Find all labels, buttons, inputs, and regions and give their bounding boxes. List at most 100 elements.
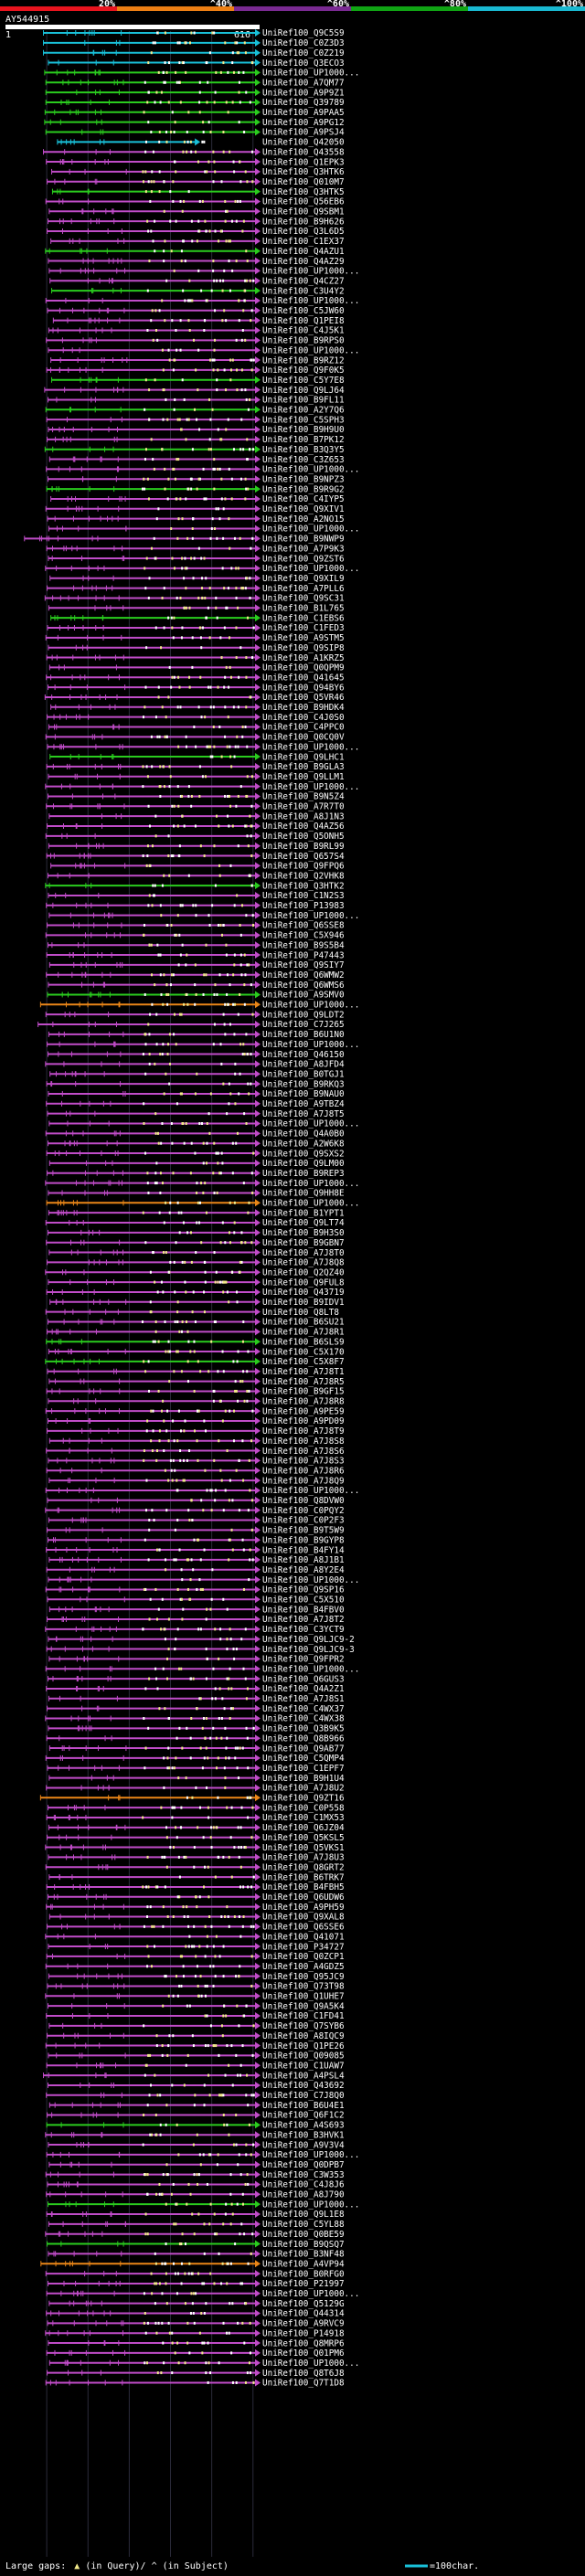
hit-label[interactable]: UniRef100_C3U4Y2 [262, 286, 345, 296]
hit-label[interactable]: UniRef100_A7J8S3 [262, 1457, 345, 1467]
hit-row[interactable]: UniRef100_A7J8R1 [47, 1328, 345, 1338]
hit-label[interactable]: UniRef100_P13983 [262, 901, 345, 911]
hit-row[interactable]: UniRef100_P14918 [45, 2328, 345, 2338]
hit-label[interactable]: UniRef100_B9RPS0 [262, 336, 345, 346]
hit-label[interactable]: UniRef100_Q9F0K5 [262, 366, 345, 376]
hit-row[interactable]: UniRef100_B7PK12 [47, 435, 345, 445]
hit-label[interactable]: UniRef100_B9H626 [262, 217, 345, 227]
hit-label[interactable]: UniRef100_A1KRZ5 [262, 653, 345, 663]
hit-row[interactable]: UniRef100_B9H626 [47, 217, 345, 227]
hit-label[interactable]: UniRef100_Q41071 [262, 1932, 345, 1942]
hit-label[interactable]: UniRef100_A2Y7Q6 [262, 406, 345, 416]
hit-row[interactable]: UniRef100_UP1000... [39, 1001, 359, 1011]
hit-label[interactable]: UniRef100_Q9FUL8 [262, 1277, 345, 1288]
hit-label[interactable]: UniRef100_Q9LJC9-3 [262, 1645, 355, 1655]
hit-row[interactable]: UniRef100_A8J790 [46, 2190, 345, 2200]
hit-label[interactable]: UniRef100_UP1000... [262, 69, 359, 79]
hit-label[interactable]: UniRef100_A9PD09 [262, 1416, 345, 1426]
hit-row[interactable]: UniRef100_Q1PE26 [45, 2041, 345, 2051]
hit-row[interactable]: UniRef100_Q6SSE6 [47, 1923, 345, 1933]
hit-row[interactable]: UniRef100_C3Z653 [48, 455, 345, 465]
hit-row[interactable]: UniRef100_B9H3S0 [47, 1228, 345, 1238]
hit-row[interactable]: UniRef100_Q9A5K4 [47, 2001, 345, 2011]
hit-label[interactable]: UniRef100_Q0BE59 [262, 2230, 345, 2240]
hit-row[interactable]: UniRef100_Q6WMW2 [46, 970, 345, 981]
hit-label[interactable]: UniRef100_Q2QZ40 [262, 1267, 345, 1277]
hit-row[interactable]: UniRef100_Q3HTK5 [51, 187, 345, 197]
hit-label[interactable]: UniRef100_B4FBV0 [262, 1605, 345, 1615]
hit-row[interactable]: UniRef100_A4GDZ5 [45, 1962, 345, 1972]
hit-label[interactable]: UniRef100_C1FD41 [262, 2011, 345, 2021]
hit-row[interactable]: UniRef100_C4J5K1 [48, 326, 345, 336]
hit-label[interactable]: UniRef100_C0Z3D3 [262, 38, 345, 48]
hit-label[interactable]: UniRef100_C5X946 [262, 931, 345, 941]
hit-label[interactable]: UniRef100_Q9L1E8 [262, 2210, 345, 2220]
hit-label[interactable]: UniRef100_C5YL88 [262, 2220, 345, 2230]
hit-label[interactable]: UniRef100_Q9SC31 [262, 594, 345, 604]
hit-label[interactable]: UniRef100_C4WX38 [262, 1714, 345, 1724]
hit-row[interactable]: UniRef100_B9RZ12 [50, 355, 345, 366]
hit-label[interactable]: UniRef100_A9PSJ4 [262, 128, 345, 138]
hit-row[interactable]: UniRef100_UP1000... [45, 564, 360, 574]
hit-row[interactable]: UniRef100_C7J8Q0 [46, 2091, 345, 2101]
hit-label[interactable]: UniRef100_UP1000... [262, 1001, 359, 1011]
hit-row[interactable]: UniRef100_Q9LDT2 [45, 1010, 345, 1020]
hit-row[interactable]: UniRef100_Q5VR46 [44, 693, 345, 703]
hit-row[interactable]: UniRef100_Q6SSE8 [47, 921, 345, 931]
hit-label[interactable]: UniRef100_A7J8S1 [262, 1694, 345, 1704]
hit-row[interactable]: UniRef100_A9TBZ4 [46, 1099, 345, 1109]
hit-label[interactable]: UniRef100_Q010M7 [262, 177, 345, 187]
hit-row[interactable]: UniRef100_B4FBH5 [46, 1882, 345, 1892]
hit-label[interactable]: UniRef100_B9NAU0 [262, 1089, 345, 1099]
hit-row[interactable]: UniRef100_Q5KSL5 [47, 1833, 345, 1843]
hit-row[interactable]: UniRef100_Q6GUS3 [47, 1674, 345, 1684]
hit-label[interactable]: UniRef100_Q39789 [262, 98, 345, 108]
hit-row[interactable]: UniRef100_A9PH59 [46, 1903, 345, 1913]
hit-label[interactable]: UniRef100_UP1000... [262, 465, 359, 475]
hit-row[interactable]: UniRef100_C0Z3D3 [43, 38, 345, 48]
hit-row[interactable]: UniRef100_B9HDK4 [50, 703, 345, 713]
hit-row[interactable]: UniRef100_P13983 [46, 901, 345, 911]
hit-label[interactable]: UniRef100_Q6F1C2 [262, 2111, 345, 2121]
hit-row[interactable]: UniRef100_B0RFG0 [45, 2269, 345, 2279]
hit-row[interactable]: UniRef100_B3Q3Y5 [44, 445, 345, 455]
hit-row[interactable]: UniRef100_B6SU21 [47, 1318, 345, 1328]
hit-row[interactable]: UniRef100_A7R7T0 [46, 802, 345, 812]
hit-row[interactable]: UniRef100_Q2VHK8 [47, 871, 345, 881]
hit-label[interactable]: UniRef100_Q46150 [262, 1050, 345, 1060]
hit-label[interactable]: UniRef100_B9NWP9 [262, 535, 345, 545]
hit-label[interactable]: UniRef100_UP1000... [262, 2289, 359, 2299]
hit-row[interactable]: UniRef100_B1L765 [48, 604, 345, 614]
hit-label[interactable]: UniRef100_B3Q3Y5 [262, 445, 345, 455]
hit-label[interactable]: UniRef100_Q9ZST6 [262, 554, 345, 564]
hit-row[interactable]: UniRef100_C1MX53 [46, 1813, 345, 1823]
hit-row[interactable]: UniRef100_Q9F0K5 [46, 366, 345, 376]
hit-row[interactable]: UniRef100_Q5ONH5 [45, 832, 345, 842]
hit-row[interactable]: UniRef100_A2Y7Q6 [45, 406, 345, 416]
hit-row[interactable]: UniRef100_B9GF15 [46, 1387, 345, 1397]
hit-label[interactable]: UniRef100_C1N2S3 [262, 891, 345, 901]
hit-row[interactable]: UniRef100_A9PAA5 [44, 108, 345, 118]
hit-label[interactable]: UniRef100_A8Y2E4 [262, 1565, 345, 1575]
hit-row[interactable]: UniRef100_Q0BE59 [45, 2230, 345, 2240]
hit-label[interactable]: UniRef100_C3Z653 [262, 455, 345, 465]
hit-label[interactable]: UniRef100_Q9HH8E [262, 1189, 345, 1199]
hit-label[interactable]: UniRef100_A7J8R8 [262, 1397, 345, 1407]
hit-row[interactable]: UniRef100_UP1000... [48, 911, 360, 921]
hit-label[interactable]: UniRef100_Q9LJ64 [262, 386, 345, 396]
hit-label[interactable]: UniRef100_A7J8R5 [262, 1377, 345, 1387]
hit-label[interactable]: UniRef100_A7PLL6 [262, 584, 345, 594]
hit-row[interactable]: UniRef100_A7J8S3 [48, 1457, 345, 1467]
hit-label[interactable]: UniRef100_Q2VHK8 [262, 871, 345, 881]
hit-label[interactable]: UniRef100_Q5ONH5 [262, 832, 345, 842]
hit-row[interactable]: UniRef100_Q09085 [48, 2051, 345, 2062]
hit-label[interactable]: UniRef100_Q3HTK5 [262, 187, 345, 197]
hit-label[interactable]: UniRef100_A7J8T1 [262, 1367, 345, 1377]
hit-row[interactable]: UniRef100_B6SLS9 [46, 1337, 345, 1347]
hit-label[interactable]: UniRef100_UP1000... [262, 525, 359, 535]
hit-row[interactable]: UniRef100_B9IDV1 [49, 1298, 345, 1308]
hit-label[interactable]: UniRef100_Q9C5S9 [262, 28, 345, 38]
hit-label[interactable]: UniRef100_Q9AB77 [262, 1744, 345, 1754]
hit-row[interactable]: UniRef100_P21997 [47, 2279, 345, 2289]
hit-row[interactable]: UniRef100_A7J8R5 [48, 1377, 345, 1387]
